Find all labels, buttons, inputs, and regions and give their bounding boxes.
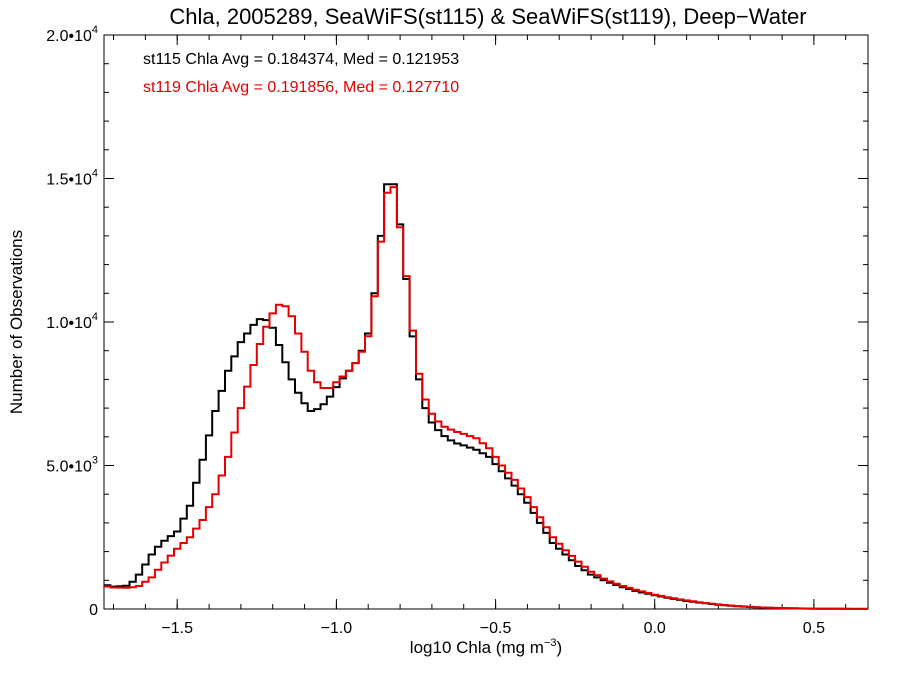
- x-axis-label: log10 Chla (mg m−3): [410, 637, 562, 657]
- data-series: [104, 183, 868, 610]
- y-tick-label: 1.0•104: [46, 311, 98, 332]
- x-axis-label-tail: ): [557, 638, 563, 657]
- x-tick-label: −1.0: [321, 620, 353, 637]
- y-axis-label: Number of Observations: [7, 230, 26, 414]
- axis-ticks: [104, 34, 868, 610]
- series-line-st115: [104, 183, 868, 610]
- series-line-st119: [104, 186, 868, 610]
- x-tick-label: 0.0: [644, 620, 666, 637]
- y-tick-label: 1.5•104: [46, 168, 98, 189]
- y-tick-label: 0: [89, 602, 98, 619]
- y-tick-label: 2.0•104: [46, 24, 98, 45]
- axis-tick-labels: −1.5 −1.0 −0.5 0.0 0.5 0 5.0•103 1.0•104 1.5•104…: [46, 24, 825, 637]
- chart-title: Chla, 2005289, SeaWiFS(st115) & SeaWiFS(…: [169, 4, 806, 29]
- x-tick-label: −1.5: [161, 620, 193, 637]
- x-axis-label-superscript: −3: [544, 637, 557, 649]
- x-axis-label-base: log10 Chla (mg m: [410, 638, 544, 657]
- plot-frame: [103, 34, 869, 610]
- annotation-st115-stats: st115 Chla Avg = 0.184374, Med = 0.12195…: [143, 51, 459, 68]
- x-tick-label: −0.5: [480, 620, 512, 637]
- x-tick-label: 0.5: [803, 620, 825, 637]
- y-tick-label: 5.0•103: [46, 455, 98, 476]
- annotation-st119-stats: st119 Chla Avg = 0.191856, Med = 0.12771…: [143, 79, 459, 96]
